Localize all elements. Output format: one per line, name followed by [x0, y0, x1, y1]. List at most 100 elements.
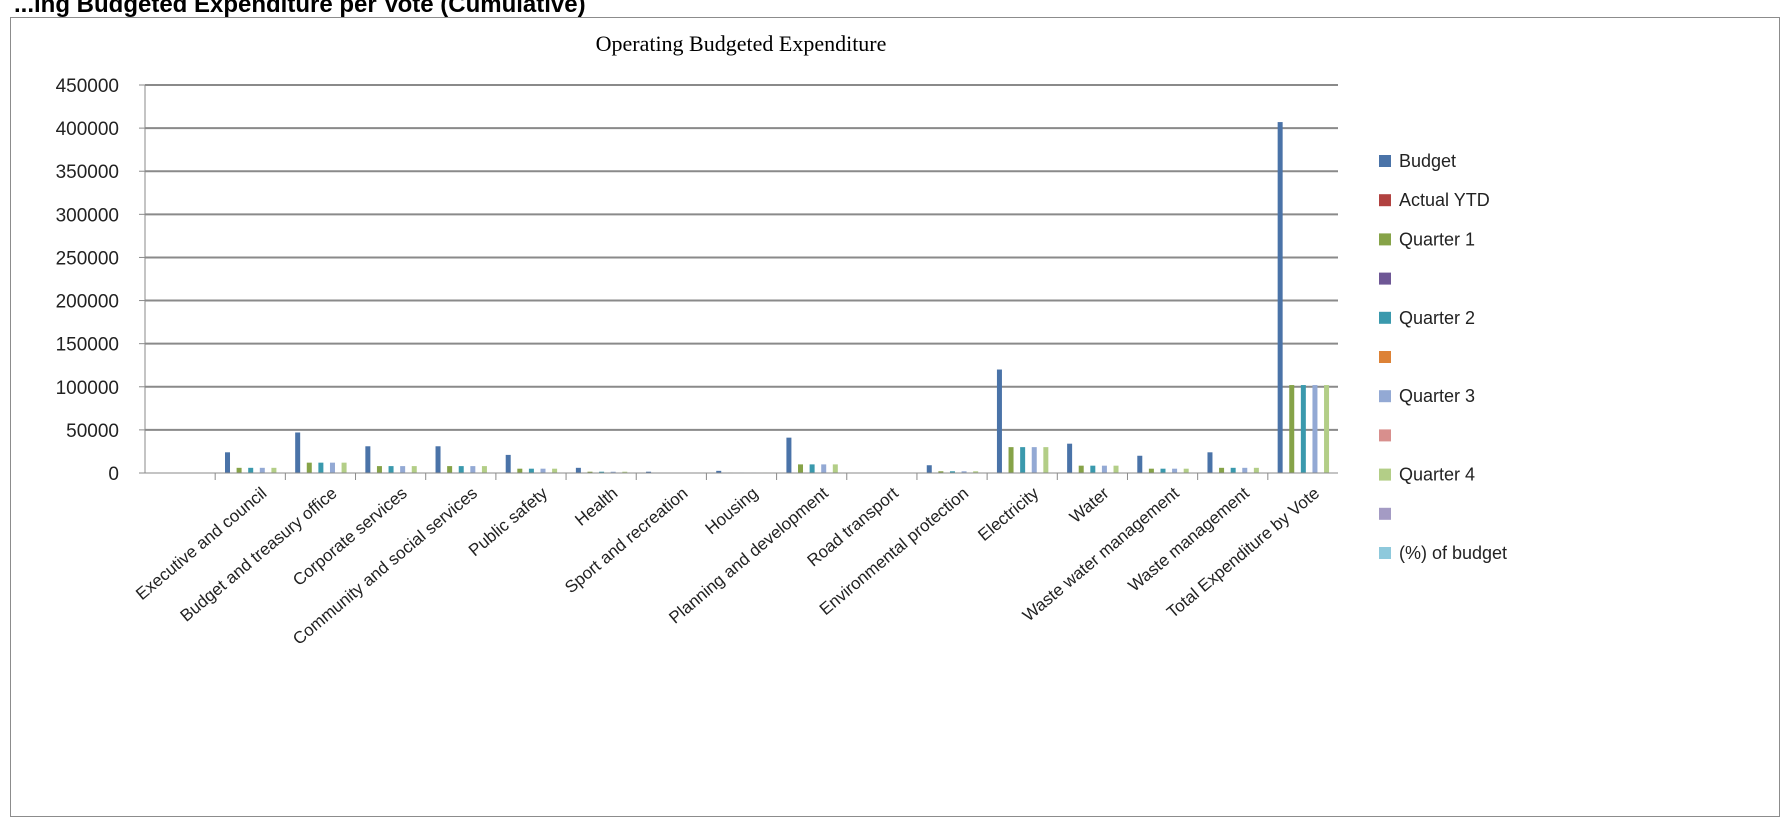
bar — [248, 467, 254, 473]
bar — [400, 466, 406, 473]
y-tick-label: 450000 — [56, 76, 119, 97]
bar — [306, 462, 312, 473]
legend-swatch — [1379, 429, 1391, 442]
bar — [599, 471, 605, 473]
bar — [622, 471, 628, 473]
bar — [1277, 122, 1283, 473]
bar — [1113, 465, 1119, 473]
bar — [528, 468, 534, 473]
y-tick-label: 400000 — [56, 119, 119, 140]
bar — [961, 471, 967, 473]
bar — [1148, 468, 1154, 473]
bar — [587, 471, 593, 473]
legend-swatch — [1379, 547, 1391, 559]
bar — [1101, 465, 1107, 473]
bar — [938, 471, 944, 473]
legend-swatch — [1379, 155, 1391, 167]
bar — [973, 471, 979, 473]
bar — [435, 446, 441, 473]
bar — [1078, 465, 1084, 473]
x-tick-label: Water — [1066, 483, 1113, 527]
bar — [786, 437, 792, 473]
legend-swatch — [1379, 507, 1391, 520]
bar — [1020, 447, 1026, 473]
bar — [1067, 443, 1073, 473]
bar — [1207, 452, 1213, 473]
legend-label: Quarter 4 — [1399, 465, 1475, 485]
legend-swatch — [1379, 468, 1391, 481]
y-tick-label: 150000 — [56, 335, 119, 356]
legend-label: Actual YTD — [1399, 190, 1490, 210]
x-tick-label: Housing — [702, 484, 762, 539]
bar — [1219, 467, 1225, 473]
bar — [809, 464, 815, 473]
page-heading: ...ing Budgeted Expenditure per Vote (Cu… — [14, 0, 586, 18]
legend-swatch — [1379, 311, 1391, 324]
bar — [552, 468, 558, 473]
legend-label: Quarter 3 — [1399, 386, 1475, 406]
bar — [575, 467, 581, 473]
bar — [996, 369, 1002, 473]
bar — [1008, 447, 1014, 473]
bar — [295, 432, 301, 473]
x-tick-label: Health — [571, 484, 621, 530]
bar — [716, 470, 722, 473]
y-tick-label: 0 — [108, 464, 119, 485]
bar — [341, 462, 347, 473]
bar — [236, 467, 242, 473]
bar — [1300, 385, 1306, 473]
legend-swatch — [1379, 351, 1391, 363]
x-tick-label: Sport and recreation — [561, 484, 691, 598]
bar — [365, 446, 371, 473]
bar — [1043, 447, 1049, 473]
legend-label: Quarter 1 — [1399, 229, 1475, 249]
bar — [646, 471, 652, 473]
bar — [481, 466, 487, 473]
bar — [1183, 468, 1189, 473]
x-tick-label: Waste management — [1125, 483, 1253, 595]
bar — [225, 452, 231, 473]
bar — [540, 468, 546, 473]
y-tick-label: 350000 — [56, 162, 119, 183]
bar — [1090, 465, 1096, 473]
axes — [144, 85, 1338, 480]
legend: Budget Actual YTD Quarter 1 Quarter 2 Quarte… — [1379, 151, 1507, 563]
bar — [949, 471, 955, 473]
bar — [832, 464, 838, 473]
bar — [798, 464, 804, 473]
y-tick-label: 100000 — [56, 378, 119, 399]
bar — [259, 467, 265, 473]
chart-title: Operating Budgeted Expenditure — [596, 31, 887, 56]
bar — [318, 462, 324, 473]
y-tick-label: 250000 — [56, 248, 119, 269]
bar — [1312, 385, 1318, 473]
y-axis-ticks: 0 50000 100000 150000 200000 250000 300000 3500… — [56, 76, 145, 485]
bar — [926, 465, 932, 473]
bar — [821, 464, 827, 473]
y-tick-label: 200000 — [56, 292, 119, 313]
bar — [1289, 385, 1295, 473]
bar — [388, 466, 394, 473]
bar — [470, 466, 476, 473]
bar — [505, 454, 511, 473]
legend-swatch — [1379, 233, 1391, 246]
bar — [376, 466, 382, 473]
bar — [1160, 468, 1166, 473]
chart-svg: Operating Budgeted Expenditure 0 50000 100… — [56, 31, 1507, 649]
grid-layer — [145, 84, 1338, 431]
legend-swatch — [1379, 390, 1391, 403]
x-tick-label: Corporate services — [289, 484, 411, 590]
legend-swatch — [1379, 194, 1391, 207]
y-tick-label: 50000 — [66, 421, 119, 442]
bar — [329, 462, 335, 473]
legend-swatch — [1379, 272, 1391, 285]
bar — [1242, 467, 1248, 473]
legend-label: Quarter 2 — [1399, 308, 1475, 328]
bar — [610, 471, 616, 473]
bar — [458, 466, 464, 473]
bar — [411, 466, 417, 473]
chart-frame: Operating Budgeted Expenditure 0 50000 100… — [10, 17, 1780, 817]
bar — [1172, 468, 1178, 473]
x-tick-label: Executive and council — [132, 484, 270, 604]
